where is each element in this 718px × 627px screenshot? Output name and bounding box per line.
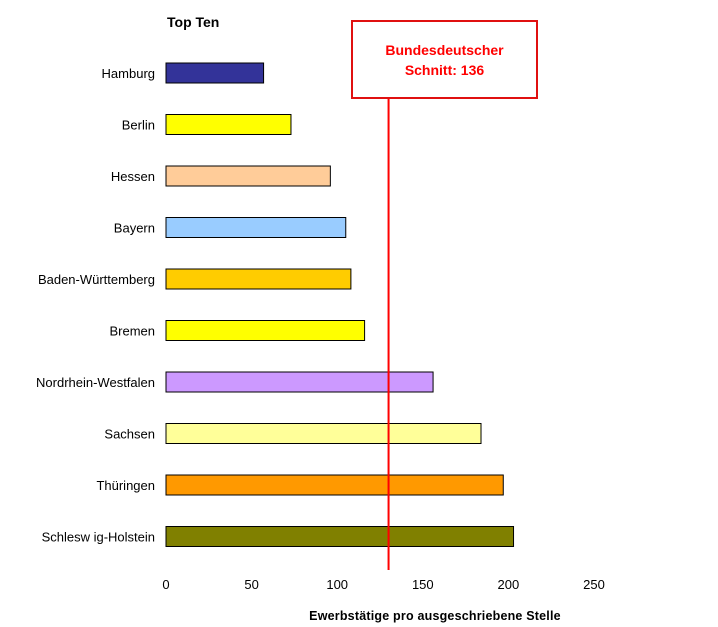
bar-schlesw-ig-holstein xyxy=(165,526,515,547)
category-label: Thüringen xyxy=(96,478,155,493)
chart-title: Top Ten xyxy=(167,14,219,30)
bars-group xyxy=(165,62,515,547)
x-tick-labels: 0 50 100 150 200 250 xyxy=(162,577,604,592)
category-label: Hamburg xyxy=(102,66,155,81)
bar-sachsen xyxy=(165,423,482,444)
x-axis-label: Ewerbstätige pro ausgeschriebene Stelle xyxy=(309,609,561,623)
bar-hamburg xyxy=(165,62,265,84)
bar-hessen xyxy=(165,165,331,187)
category-label: Hessen xyxy=(111,169,155,184)
annotation-line-2: Schnitt: 136 xyxy=(404,61,485,78)
bar-berlin xyxy=(165,114,292,135)
x-tick-label: 200 xyxy=(498,577,520,592)
x-tick-label: 50 xyxy=(244,577,258,592)
bar-baden-w-rttemberg xyxy=(165,268,352,290)
bar-nordrhein-westfalen xyxy=(165,371,434,393)
category-label: Berlin xyxy=(122,118,155,133)
category-label: Sachsen xyxy=(104,427,155,442)
x-tick-label: 150 xyxy=(412,577,434,592)
category-labels: Hamburg Berlin Hessen Bayern Baden-Württembe… xyxy=(36,66,155,545)
category-label: Bremen xyxy=(109,324,155,339)
bar-th-ringen xyxy=(165,474,504,496)
x-tick-label: 100 xyxy=(326,577,348,592)
annotation-line-1: Bundesdeutscher xyxy=(385,41,504,58)
category-label: Baden-Württemberg xyxy=(38,272,155,287)
category-label: Nordrhein-Westfalen xyxy=(36,375,155,390)
x-tick-label: 0 xyxy=(162,577,169,592)
category-label: Schlesw ig-Holstein xyxy=(42,530,155,545)
x-tick-label: 250 xyxy=(583,577,605,592)
bar-bremen xyxy=(165,320,366,341)
bar-bayern xyxy=(165,217,347,238)
category-label: Bayern xyxy=(114,221,155,236)
average-annotation-box: Bundesdeutscher Schnitt: 136 xyxy=(351,20,538,99)
